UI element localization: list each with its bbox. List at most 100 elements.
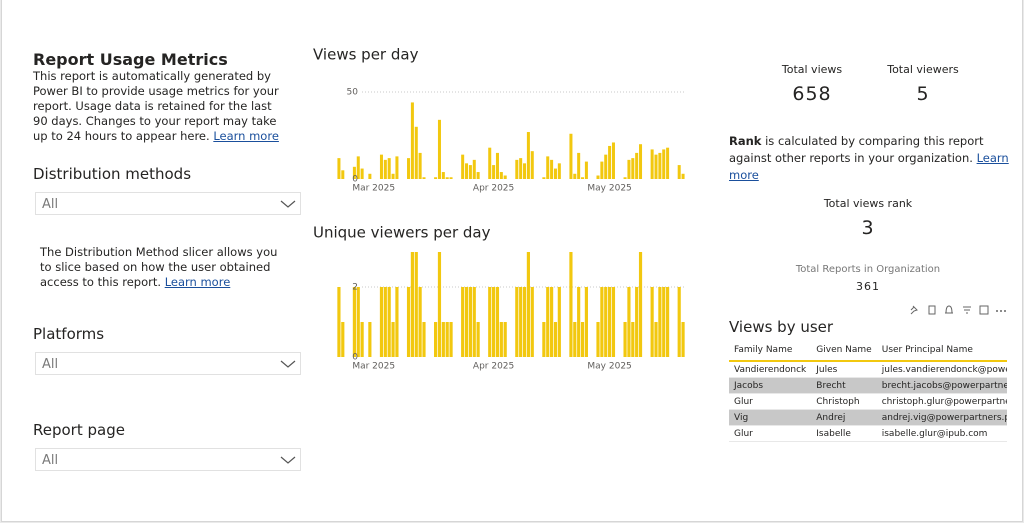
report-description: This report is automatically generated b… [33, 69, 283, 144]
bar [654, 154, 658, 179]
bar [337, 158, 341, 179]
slicer-dropdown[interactable]: All [35, 192, 301, 215]
table-cell: Vandierendonck [729, 361, 812, 378]
table-cell: Andrej [811, 409, 877, 426]
bar [526, 132, 530, 179]
bar [391, 173, 395, 179]
bar [434, 177, 438, 179]
slicer-dropdown[interactable]: All [35, 352, 301, 375]
bar [569, 252, 573, 357]
bar [611, 287, 616, 357]
chart-title: Views per day [313, 46, 419, 64]
bar [573, 322, 577, 357]
x-tick-label: May 2025 [587, 362, 631, 372]
x-tick-label: Mar 2025 [352, 362, 395, 372]
y-tick-label: 0 [352, 175, 358, 185]
bar [449, 322, 453, 357]
more-icon[interactable] [996, 310, 1006, 312]
bar [449, 177, 453, 179]
bar [515, 159, 519, 179]
bar [488, 287, 492, 357]
learn-more-link[interactable]: Learn more [213, 129, 279, 143]
card-value: 5 [916, 83, 930, 105]
bar [557, 287, 561, 357]
focus-icon[interactable] [979, 305, 989, 315]
table-cell: Brecht [811, 377, 877, 394]
table-cell: Glur [729, 393, 812, 410]
bar [418, 152, 422, 179]
bar [410, 102, 414, 179]
pin-icon[interactable] [910, 305, 918, 315]
bar [368, 173, 372, 179]
table-cell: Jules [811, 361, 877, 378]
rank-bold: Rank [729, 134, 762, 148]
bar [492, 165, 496, 179]
bar [677, 165, 681, 179]
learn-more-link[interactable]: Learn more [164, 275, 231, 289]
bar [422, 177, 426, 179]
table-cell: Isabelle [811, 425, 877, 442]
bar [584, 287, 588, 357]
bar [410, 252, 414, 357]
table-cell: andrej.vig@powerpartners.pro [876, 409, 1007, 426]
bar [631, 322, 635, 357]
bar [569, 133, 573, 179]
bar [577, 287, 581, 357]
bar [356, 156, 360, 179]
slicer-dropdown[interactable]: All [35, 448, 301, 471]
card-value: 3 [861, 217, 875, 239]
header-row: Family Name Given Name User Principal Name [729, 340, 1007, 362]
bar [681, 322, 685, 357]
bar [608, 287, 612, 357]
bar [519, 158, 523, 179]
bar [662, 287, 666, 357]
alert-icon[interactable] [945, 305, 953, 314]
bar [495, 152, 499, 179]
table-row: Vandierendonck Jules jules.vandierendonck@… [729, 361, 1007, 378]
bar [526, 252, 530, 357]
visual-header-icons [910, 305, 1006, 315]
bar [383, 287, 387, 357]
bar [611, 142, 615, 179]
bar [596, 322, 600, 357]
bar [519, 287, 523, 357]
bar [464, 287, 469, 357]
bar [379, 287, 384, 357]
bar [360, 168, 364, 179]
table-cell: christoph.glur@powerpartners.pro [876, 393, 1007, 410]
x-tick-label: May 2025 [587, 184, 631, 194]
bar [604, 287, 608, 357]
bar [553, 322, 558, 357]
bar [577, 152, 581, 179]
bar [573, 173, 577, 179]
bar [434, 322, 438, 357]
copy-icon[interactable] [928, 305, 936, 315]
slicer-label: Platforms [33, 325, 105, 343]
bar [553, 168, 557, 179]
bar [387, 287, 391, 357]
bar [414, 126, 418, 179]
bar [654, 322, 658, 357]
bar [581, 177, 585, 179]
bar [441, 322, 445, 357]
bar [681, 173, 685, 179]
filter-icon[interactable] [963, 306, 971, 314]
learn-more-link[interactable]: Learn more [729, 151, 1009, 182]
bar [600, 287, 604, 357]
table-title: Views by user [729, 318, 834, 336]
bar [503, 322, 507, 357]
bar [488, 147, 492, 179]
bar [422, 322, 426, 357]
bar [472, 159, 476, 179]
bar [627, 159, 631, 179]
bar [445, 322, 449, 357]
bar [445, 177, 449, 179]
bar [461, 287, 465, 357]
bar [515, 287, 519, 357]
bar [608, 145, 612, 179]
bar [360, 322, 364, 357]
card-label: Total views rank [823, 197, 913, 210]
bar [542, 177, 546, 179]
x-tick-label: Apr 2025 [473, 184, 514, 194]
